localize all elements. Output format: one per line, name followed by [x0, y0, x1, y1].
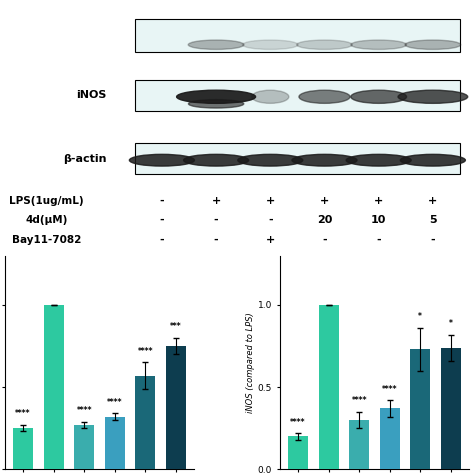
Ellipse shape [183, 155, 248, 166]
Text: ****: **** [351, 396, 367, 405]
Text: -: - [322, 235, 327, 245]
Text: +: + [320, 196, 329, 206]
Text: ****: **** [107, 398, 123, 407]
Bar [441, 347, 461, 469]
Bar [136, 375, 155, 469]
Bar [44, 305, 64, 469]
Text: -: - [214, 235, 219, 245]
Text: *: * [449, 319, 453, 328]
Text: -: - [160, 235, 164, 245]
Text: ****: **** [382, 385, 398, 394]
Text: ****: **** [76, 406, 92, 415]
Bar [74, 425, 94, 469]
Bar [349, 420, 369, 469]
Text: iNOS: iNOS [77, 90, 107, 100]
Ellipse shape [189, 100, 244, 108]
Text: 5: 5 [429, 215, 437, 225]
Text: -: - [160, 196, 164, 206]
Text: Bay11-7082: Bay11-7082 [12, 235, 81, 245]
Ellipse shape [346, 155, 411, 166]
Ellipse shape [351, 90, 407, 103]
Ellipse shape [177, 90, 255, 103]
Text: LPS(1ug/mL): LPS(1ug/mL) [9, 196, 84, 206]
Y-axis label: iNOS (compared to LPS): iNOS (compared to LPS) [246, 312, 255, 413]
Ellipse shape [405, 40, 461, 49]
Text: β-actin: β-actin [64, 154, 107, 164]
Text: +: + [374, 196, 383, 206]
Ellipse shape [398, 90, 468, 103]
Text: 20: 20 [317, 215, 332, 225]
Bar [105, 417, 125, 469]
Text: +: + [265, 196, 275, 206]
Ellipse shape [299, 90, 350, 103]
Text: ****: **** [137, 347, 153, 356]
Text: ***: *** [170, 322, 182, 331]
Bar [166, 346, 186, 469]
Text: -: - [160, 215, 164, 225]
Ellipse shape [297, 40, 352, 49]
FancyBboxPatch shape [135, 19, 460, 52]
Bar [288, 437, 308, 469]
Ellipse shape [351, 40, 407, 49]
FancyBboxPatch shape [135, 144, 460, 174]
Text: +: + [211, 196, 221, 206]
Text: -: - [214, 215, 219, 225]
Text: -: - [430, 235, 435, 245]
Text: 10: 10 [371, 215, 386, 225]
Text: ****: **** [15, 410, 31, 419]
Text: -: - [268, 215, 273, 225]
Text: *: * [419, 312, 422, 321]
Ellipse shape [242, 40, 298, 49]
Bar [319, 305, 338, 469]
Ellipse shape [188, 40, 244, 49]
Ellipse shape [292, 155, 357, 166]
Bar [380, 409, 400, 469]
Ellipse shape [129, 155, 194, 166]
Text: ****: **** [290, 418, 306, 427]
Text: +: + [428, 196, 438, 206]
Ellipse shape [252, 90, 289, 103]
Text: +: + [265, 235, 275, 245]
Text: 4d(μM): 4d(μM) [26, 215, 68, 225]
Bar [410, 349, 430, 469]
FancyBboxPatch shape [135, 80, 460, 110]
Bar [13, 428, 33, 469]
Ellipse shape [238, 155, 303, 166]
Ellipse shape [401, 155, 465, 166]
Text: -: - [376, 235, 381, 245]
